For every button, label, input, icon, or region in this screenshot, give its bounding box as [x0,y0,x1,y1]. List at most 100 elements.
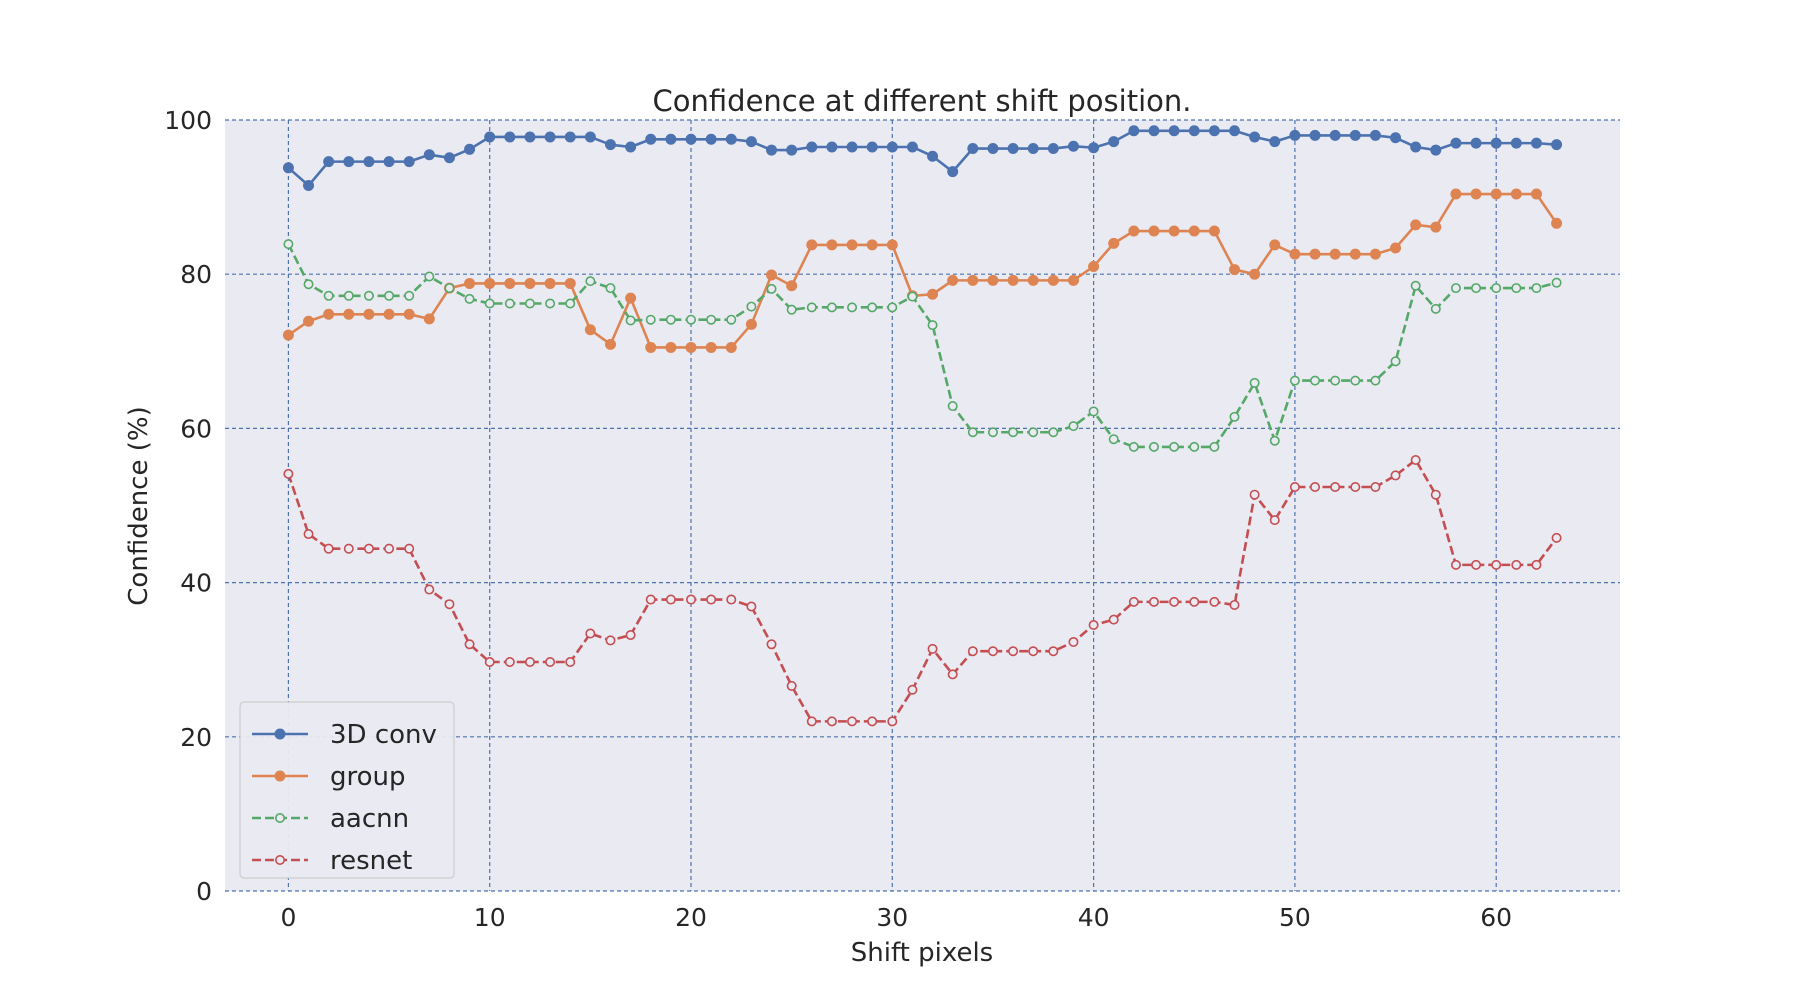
data-point-group [1208,225,1220,237]
data-point-resnet [464,639,475,650]
data-point-resnet [1430,489,1441,500]
data-point-3d-conv [363,156,375,168]
data-point-group [403,308,415,320]
data-point-3d-conv [1309,129,1321,141]
data-point-3d-conv [403,156,415,168]
legend-item-group: group [252,762,406,792]
data-point-resnet [283,468,294,479]
data-point-aacnn [1249,377,1260,388]
y-tick-label: 60 [180,414,212,443]
data-point-3d-conv [1269,136,1281,148]
data-point-3d-conv [484,131,496,143]
series-line-group [287,192,1558,349]
data-point-3d-conv [685,133,697,145]
data-point-resnet [1068,636,1079,647]
data-point-resnet [1390,470,1401,481]
data-point-aacnn [1310,375,1321,386]
data-point-3d-conv [786,144,798,156]
x-tick-label: 0 [280,903,296,932]
x-tick-label: 40 [1078,903,1110,932]
data-point-group [886,239,898,251]
data-point-3d-conv [625,141,637,153]
data-point-aacnn [1350,375,1361,386]
data-point-resnet [1008,646,1019,657]
data-point-3d-conv [1450,137,1462,149]
data-point-3d-conv [1027,143,1039,155]
data-point-aacnn [1008,427,1019,438]
data-point-group [323,308,335,320]
legend-item-aacnn: aacnn [252,804,409,834]
data-point-group [1128,225,1140,237]
data-point-aacnn [303,279,314,290]
data-point-aacnn [283,239,294,250]
data-point-resnet [1088,619,1099,630]
chart-title: Confidence at different shift position. [653,84,1192,118]
data-point-resnet [907,684,918,695]
data-point-resnet [665,594,676,605]
data-point-resnet [303,529,314,540]
data-point-group [1047,274,1059,286]
series-group [282,188,1563,353]
data-point-3d-conv [1490,137,1502,149]
data-point-resnet [1370,481,1381,492]
data-point-resnet [504,657,515,668]
data-point-3d-conv [1390,132,1402,144]
data-point-resnet [645,594,656,605]
data-point-group [1470,188,1482,200]
data-point-resnet [1471,559,1482,570]
data-point-3d-conv [584,131,596,143]
data-point-3d-conv [806,141,818,153]
data-point-resnet [1310,481,1321,492]
data-point-group [1249,268,1261,280]
data-point-resnet [343,543,354,554]
data-point-aacnn [686,314,697,325]
data-point-3d-conv [1470,137,1482,149]
data-point-resnet [1189,596,1200,607]
data-point-aacnn [665,314,676,325]
data-point-resnet [444,599,455,610]
data-point-3d-conv [1108,136,1120,148]
data-point-group [665,341,677,353]
data-point-3d-conv [343,156,355,168]
legend-marker-3d-conv [274,728,286,740]
data-point-aacnn [987,427,998,438]
data-point-aacnn [967,427,978,438]
data-point-group [927,288,939,300]
data-point-group [1329,248,1341,260]
data-point-group [1168,225,1180,237]
data-point-resnet [424,584,435,595]
data-point-aacnn [1430,303,1441,314]
data-point-aacnn [786,304,797,315]
data-point-3d-conv [967,143,979,155]
data-point-group [343,308,355,320]
data-point-group [1510,188,1522,200]
data-point-aacnn [1531,283,1542,294]
data-point-3d-conv [846,141,858,153]
data-point-3d-conv [665,133,677,145]
data-point-3d-conv [1329,129,1341,141]
data-point-resnet [706,594,717,605]
data-point-group [1390,242,1402,254]
data-point-group [464,277,476,289]
data-point-resnet [826,716,837,727]
data-point-resnet [323,543,334,554]
y-tick-label: 40 [180,569,212,598]
data-point-aacnn [323,290,334,301]
data-point-aacnn [1370,375,1381,386]
data-point-resnet [686,594,697,605]
data-point-3d-conv [745,136,757,148]
data-point-group [423,313,435,325]
data-point-resnet [947,669,958,680]
data-point-3d-conv [1430,144,1442,156]
data-point-group [544,277,556,289]
data-point-3d-conv [504,131,516,143]
data-point-aacnn [1068,421,1079,432]
data-point-aacnn [947,401,958,412]
data-point-3d-conv [866,141,878,153]
data-point-resnet [1028,646,1039,657]
data-point-3d-conv [1208,125,1220,137]
data-point-resnet [806,716,817,727]
x-tick-label: 10 [474,903,506,932]
data-point-group [524,277,536,289]
